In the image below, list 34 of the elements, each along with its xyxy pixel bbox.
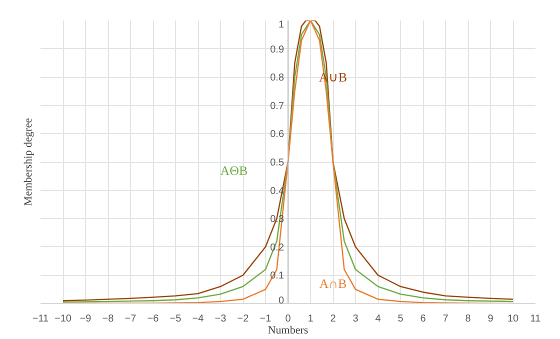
x-tick-label: −3 <box>214 314 227 324</box>
x-axis-title: Numbers <box>268 324 308 336</box>
x-tick-label: 9 <box>488 314 494 324</box>
x-tick-label: −9 <box>80 314 92 324</box>
x-tick-label: −5 <box>170 314 182 324</box>
x-tick-label: −11 <box>32 314 50 324</box>
x-tick-label: −10 <box>54 314 72 324</box>
x-tick-label: 1 <box>308 314 314 324</box>
x-tick-label: 8 <box>465 314 472 324</box>
x-tick-label: 11 <box>530 314 542 324</box>
x-tick-label: 3 <box>352 314 359 324</box>
y-tick-label: 1 <box>278 20 284 30</box>
y-tick-label: 0.9 <box>270 44 284 56</box>
y-tick-label: 0.6 <box>270 129 284 140</box>
x-tick-label: 10 <box>507 314 519 324</box>
x-tick-label: −8 <box>102 314 114 324</box>
x-tick-label: 6 <box>420 314 426 324</box>
y-tick-label: 0.8 <box>270 72 284 84</box>
y-axis-title: Membership degree <box>22 118 34 206</box>
y-tick-label: 0.7 <box>270 100 284 112</box>
x-tick-label: 5 <box>398 314 404 324</box>
x-tick-label: 0 <box>285 314 292 324</box>
x-tick-label: −6 <box>147 314 160 324</box>
x-tick-label: −4 <box>192 314 204 324</box>
annotation: AΘB <box>220 162 248 178</box>
x-tick-label: −1 <box>260 314 272 324</box>
x-tick-label: −2 <box>237 314 250 324</box>
y-tick-label: 0 <box>278 296 284 306</box>
annotation: A∩B <box>319 276 348 292</box>
x-tick-label: 2 <box>330 314 336 324</box>
y-tick-label: 0.5 <box>270 158 284 168</box>
x-tick-label: 4 <box>375 314 382 324</box>
x-tick-label: −7 <box>124 314 137 324</box>
x-tick-label: 7 <box>442 314 449 324</box>
